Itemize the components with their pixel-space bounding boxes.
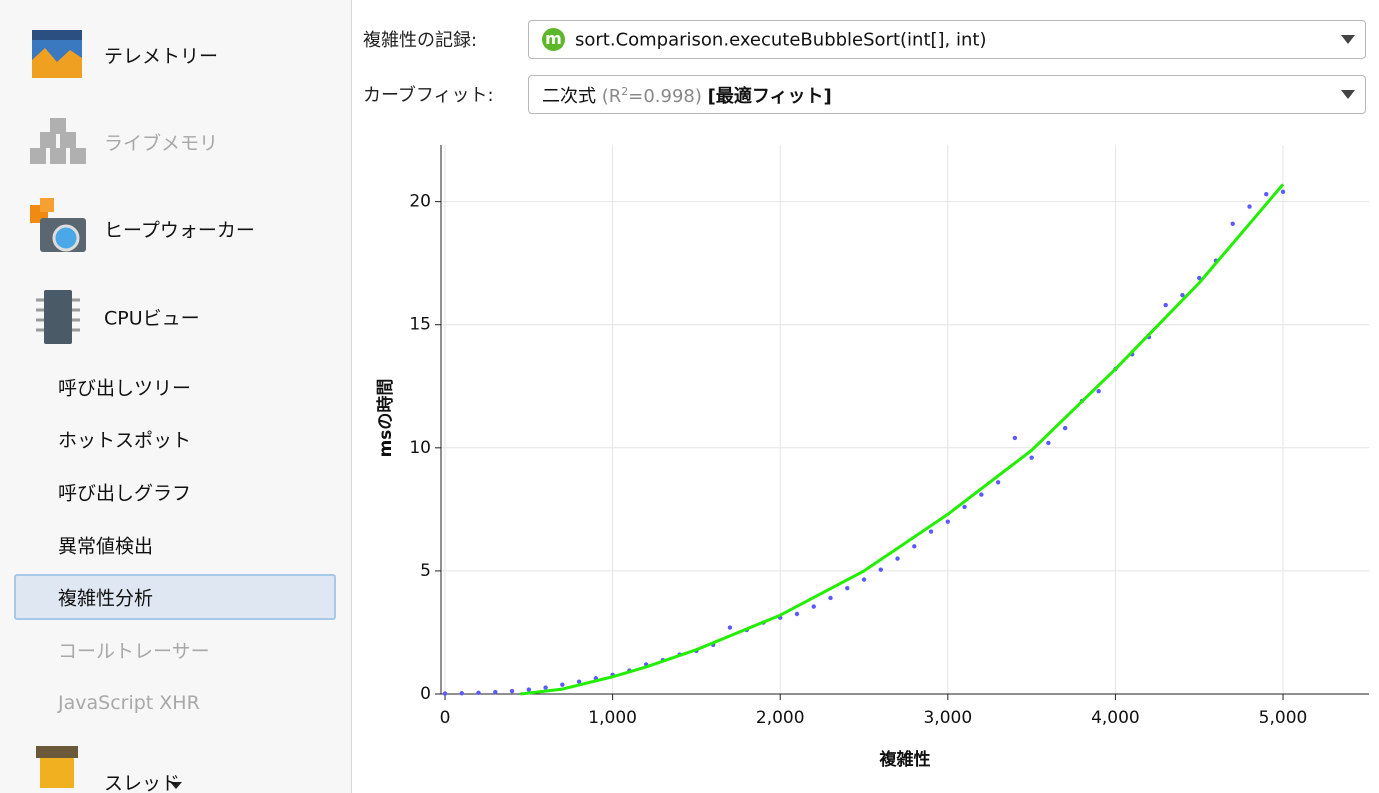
selection-highlight (14, 574, 336, 620)
data-point (1197, 275, 1202, 281)
y-tick-label: 0 (420, 684, 431, 704)
nav-subitem[interactable]: 呼び出しグラフ (58, 482, 192, 505)
y-tick-label: 15 (409, 315, 431, 335)
y-axis-label: msの時間 (375, 379, 396, 458)
data-point (459, 691, 464, 696)
nav-subitem[interactable]: 呼び出しツリー (58, 377, 192, 400)
sidebar-icons (30, 30, 182, 789)
data-point (995, 480, 1001, 485)
x-tick-label: 3,000 (923, 708, 972, 728)
data-point (1180, 292, 1185, 298)
data-point (811, 604, 816, 609)
fit-tag: [最適フィット] (707, 85, 832, 107)
dropdown-arrow (1341, 35, 1355, 44)
curve-fit-label: カーブフィット: (363, 85, 494, 106)
data-point (476, 690, 481, 695)
fit-line (520, 183, 1285, 696)
nav-item[interactable]: スレッド (104, 772, 181, 793)
data-point (1264, 192, 1269, 197)
data-point (1062, 425, 1068, 431)
data-point (1096, 388, 1101, 394)
nav-subitem[interactable]: 複雑性分析 (58, 587, 154, 610)
data-point (560, 682, 565, 687)
dropdown-arrow (1341, 90, 1355, 99)
data-point (928, 529, 934, 534)
fit-r2: (R2=0.998) (601, 84, 702, 107)
data-point (509, 688, 515, 694)
nav-subitem: JavaScript XHR (58, 692, 200, 714)
recording-label: 複雑性の記録: (363, 30, 478, 51)
telemetry-icon (32, 30, 82, 78)
data-point (794, 611, 800, 617)
data-point (895, 556, 900, 561)
nav-subitem[interactable]: ホットスポット (58, 429, 192, 452)
data-point (912, 544, 917, 549)
data-point (962, 504, 967, 510)
data-point (442, 691, 448, 696)
method-icon: m (542, 28, 565, 51)
data-point (1029, 455, 1034, 460)
data-point (727, 625, 733, 630)
data-point (828, 595, 833, 601)
data-point (576, 679, 582, 684)
data-point (878, 567, 883, 572)
heap-walker-icon (30, 198, 86, 252)
chart: 複雑性 msの時間 0 1,000 2,000 3,000 4,000 5,000 0 5 10… (375, 145, 1369, 770)
nav-item[interactable]: CPUビュー (104, 307, 200, 330)
fit-name: 二次式 (542, 85, 596, 107)
y-tick-label: 5 (420, 561, 431, 581)
data-point (1012, 435, 1018, 441)
y-tick-label: 10 (409, 438, 431, 458)
y-tick-label: 20 (409, 192, 431, 212)
recording-dropdown[interactable]: m sort.Comparison.executeBubbleSort(int[… (528, 20, 1366, 59)
nav-subitem: コールトレーサー (58, 640, 210, 663)
data-point (1230, 221, 1235, 226)
sidebar: テレメトリー ライブメモリ ヒープウォーカー CPUビュー 呼び出しツリー ホッ… (0, 0, 352, 793)
data-point (861, 577, 867, 582)
x-tick-label: 2,000 (756, 708, 805, 728)
x-tick-label: 5,000 (1259, 708, 1308, 728)
nav-subitem[interactable]: 異常値検出 (58, 535, 154, 558)
nav-item: ライブメモリ (104, 132, 219, 155)
data-point (543, 685, 548, 690)
x-tick-label: 1,000 (588, 708, 637, 728)
fit-r2-sup: 2 (621, 84, 629, 98)
data-point (1046, 440, 1051, 446)
data-point (945, 519, 951, 524)
thread-icon (36, 746, 78, 788)
fit-r2-value: =0.998) (628, 85, 702, 107)
cpu-icon (36, 290, 80, 344)
x-tick-label: 4,000 (1091, 708, 1140, 728)
live-memory-icon (30, 118, 86, 164)
fit-r2-prefix: (R (601, 85, 622, 107)
data-point (1163, 302, 1168, 308)
data-point (979, 492, 984, 497)
data-point (493, 689, 498, 695)
nav-item[interactable]: テレメトリー (104, 45, 219, 68)
x-tick-label: 0 (440, 708, 451, 728)
recording-value: sort.Comparison.executeBubbleSort(int[],… (575, 29, 987, 50)
x-axis-label: 複雑性 (879, 749, 931, 770)
curve-fit-value: 二次式 (R2=0.998) [最適フィット] (542, 82, 832, 108)
data-point (1280, 189, 1286, 194)
data-point (845, 585, 850, 591)
data-point (1247, 204, 1252, 209)
data-point (526, 687, 532, 692)
curve-fit-dropdown[interactable]: 二次式 (R2=0.998) [最適フィット] (528, 75, 1366, 114)
scroll-down-arrow[interactable] (170, 782, 182, 789)
nav-item[interactable]: ヒープウォーカー (104, 219, 255, 242)
